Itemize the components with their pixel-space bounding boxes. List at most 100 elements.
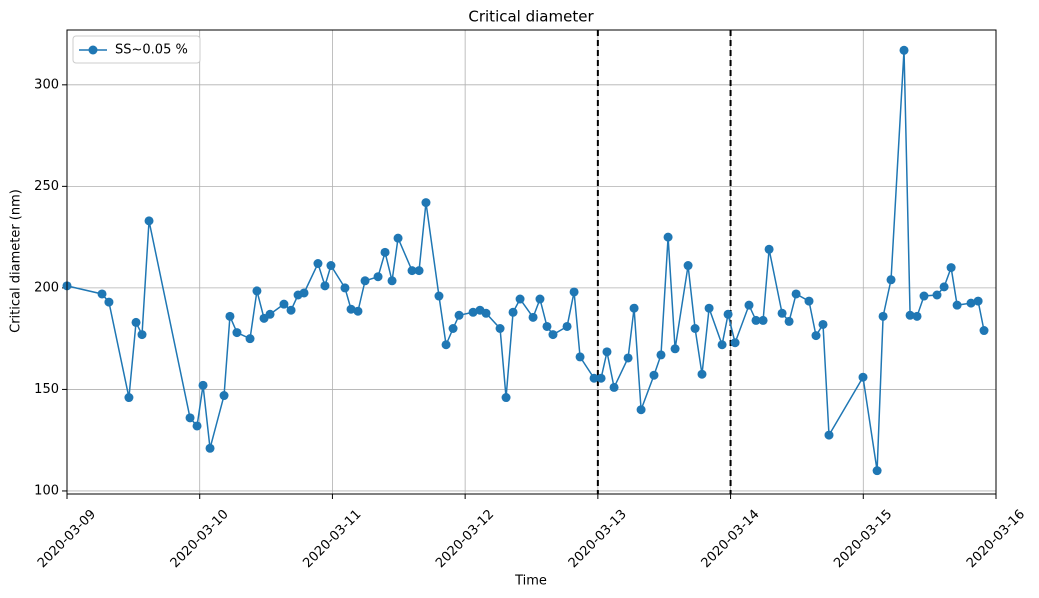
series-line xyxy=(66,50,985,471)
data-point xyxy=(623,353,633,363)
data-point xyxy=(663,232,673,242)
data-point xyxy=(629,303,639,313)
y-tick-label: 150 xyxy=(34,382,59,397)
data-point xyxy=(804,296,814,306)
data-point xyxy=(730,338,740,348)
data-point xyxy=(946,263,956,273)
data-point xyxy=(636,405,646,415)
legend-box xyxy=(72,35,201,64)
data-point xyxy=(697,369,707,379)
data-point xyxy=(508,307,518,317)
data-point xyxy=(353,306,363,316)
y-tick-label: 200 xyxy=(34,280,59,295)
data-point xyxy=(602,347,612,357)
data-point xyxy=(326,261,336,271)
legend: SS~0.05 % xyxy=(72,35,201,64)
data-point xyxy=(205,443,215,453)
data-point xyxy=(878,311,888,321)
data-point xyxy=(434,291,444,301)
data-point xyxy=(441,340,451,350)
data-point xyxy=(683,261,693,271)
data-point xyxy=(286,305,296,315)
data-point xyxy=(979,326,989,336)
data-point xyxy=(569,287,579,297)
data-point xyxy=(407,266,417,276)
data-point xyxy=(589,373,599,383)
data-point xyxy=(393,233,403,243)
data-point xyxy=(313,259,323,269)
data-point xyxy=(131,317,141,327)
data-point xyxy=(596,373,606,383)
data-point xyxy=(495,324,505,334)
data-point xyxy=(777,308,787,318)
x-tick-label: 2020-03-10 xyxy=(168,507,232,571)
legend-label: SS~0.05 % xyxy=(115,43,188,58)
data-point xyxy=(144,216,154,226)
data-point xyxy=(387,276,397,286)
data-point xyxy=(454,310,464,320)
data-point xyxy=(670,344,680,354)
data-point xyxy=(784,316,794,326)
x-tick-label: 2020-03-11 xyxy=(300,507,364,571)
data-point xyxy=(723,309,733,319)
data-point xyxy=(380,247,390,257)
data-point xyxy=(137,330,147,340)
data-point xyxy=(764,244,774,254)
data-point xyxy=(360,276,370,286)
data-point xyxy=(542,321,552,331)
x-tick-label: 2020-03-15 xyxy=(831,507,895,571)
data-point xyxy=(528,312,538,322)
data-point xyxy=(448,324,458,334)
data-point xyxy=(872,466,882,476)
data-point xyxy=(535,294,545,304)
data-point xyxy=(886,275,896,285)
data-point xyxy=(104,297,114,307)
data-point xyxy=(548,330,558,340)
x-axis-label: Time xyxy=(514,574,547,589)
data-point xyxy=(912,311,922,321)
data-point xyxy=(219,391,229,401)
chart-title: Critical diameter xyxy=(468,8,594,26)
data-point xyxy=(952,300,962,310)
data-point xyxy=(481,308,491,318)
legend-marker xyxy=(88,45,98,55)
y-tick-label: 300 xyxy=(34,77,59,92)
x-tick-label: 2020-03-16 xyxy=(964,507,1028,571)
data-point xyxy=(791,289,801,299)
data-point xyxy=(198,380,208,390)
data-point xyxy=(905,310,915,320)
data-point xyxy=(299,288,309,298)
data-point xyxy=(818,319,828,329)
data-point xyxy=(932,290,942,300)
x-tick-label: 2020-03-13 xyxy=(566,507,630,571)
data-point xyxy=(468,307,478,317)
data-point xyxy=(609,382,619,392)
data-point xyxy=(373,272,383,282)
data-point xyxy=(245,334,255,344)
data-point xyxy=(192,421,202,431)
data-point xyxy=(97,289,107,299)
data-point xyxy=(346,304,356,314)
x-tick-label: 2020-03-14 xyxy=(699,507,763,571)
data-point xyxy=(744,300,754,310)
data-point xyxy=(515,294,525,304)
x-tick-label: 2020-03-09 xyxy=(35,507,99,571)
data-point xyxy=(939,282,949,292)
data-point xyxy=(899,45,909,55)
data-point xyxy=(185,413,195,423)
data-point xyxy=(966,298,976,308)
x-tick-label: 2020-03-12 xyxy=(433,507,497,571)
y-axis-label: Critical diameter (nm) xyxy=(9,189,24,333)
data-point xyxy=(225,311,235,321)
y-tick-label: 250 xyxy=(34,179,59,194)
data-point xyxy=(320,281,330,291)
data-point xyxy=(649,370,659,380)
data-point xyxy=(824,430,834,440)
data-point xyxy=(414,266,424,276)
data-point xyxy=(858,372,868,382)
data-point xyxy=(124,393,134,403)
data-point xyxy=(562,321,572,331)
data-point xyxy=(232,328,242,338)
data-point xyxy=(421,198,431,208)
